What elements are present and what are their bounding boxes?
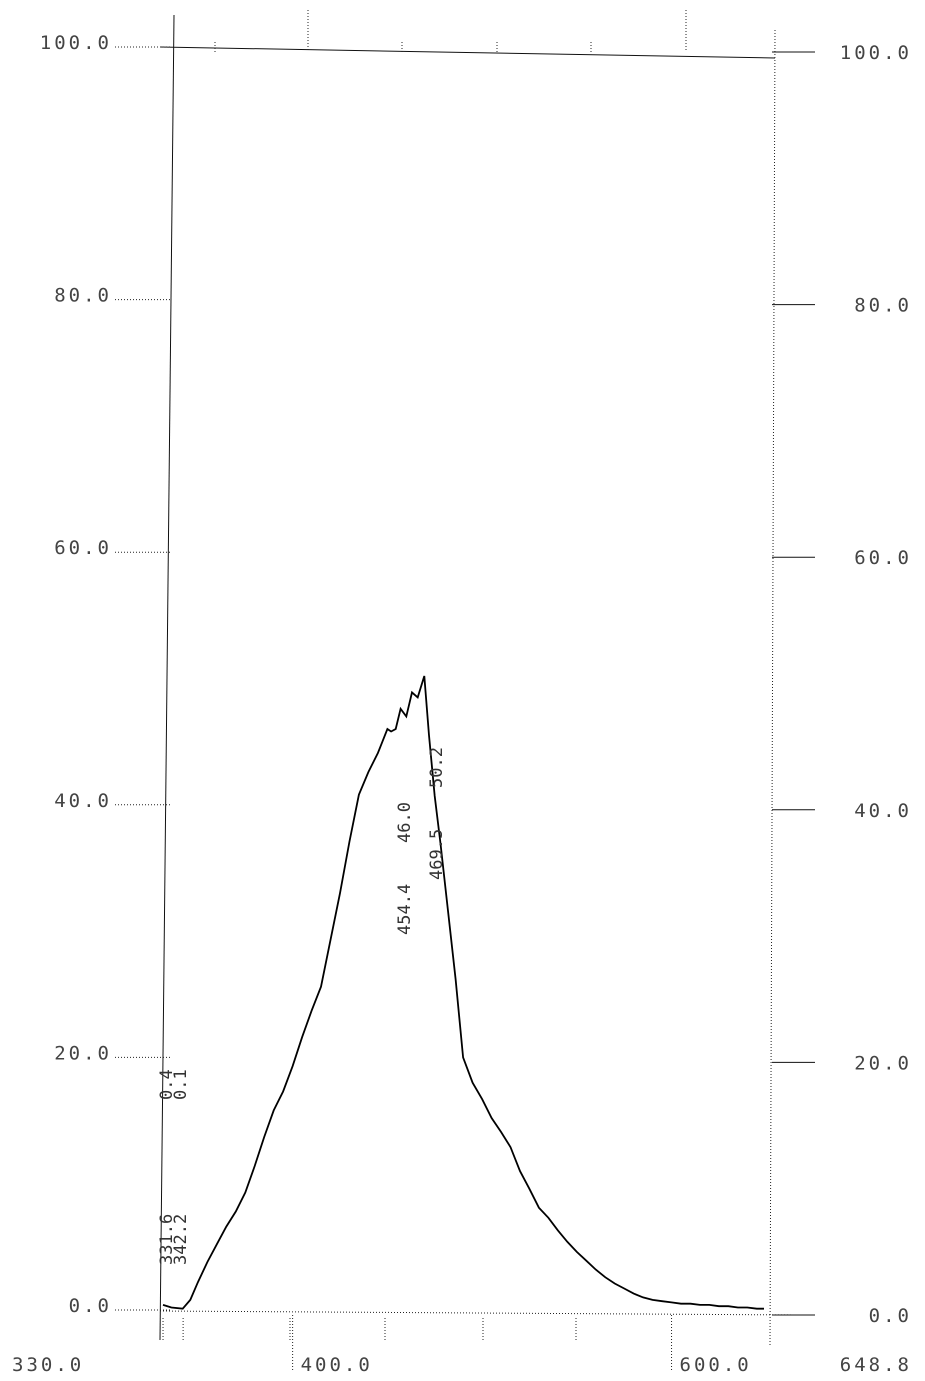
- spectrum-series-line: [162, 675, 764, 1310]
- left-y-tick-label-3: 60.0: [54, 537, 112, 559]
- peak-y-label-2: 46.0: [395, 802, 415, 843]
- peak-annotations: 331.6 0.4 342.2 0.1 454.4 46.0 469.5 50.2: [157, 747, 447, 1265]
- peak-y-label-1: 0.1: [171, 1069, 191, 1100]
- right-y-tick-label-3: 60.0: [854, 547, 912, 569]
- x-tick-label-1: 400.0: [301, 1354, 373, 1376]
- left-y-axis: 0.0 20.0 40.0 60.0 80.0 100.0: [40, 32, 170, 1317]
- right-y-tick-label-1: 20.0: [854, 1052, 912, 1074]
- right-y-tick-label-5: 100.0: [840, 42, 912, 64]
- right-y-tick-label-4: 80.0: [854, 295, 912, 317]
- peak-annotation-2: 454.4 46.0: [395, 802, 415, 935]
- left-y-tick-label-2: 40.0: [54, 790, 112, 812]
- x-tick-label-0: 330.0: [12, 1354, 84, 1376]
- left-axis-line: [159, 14, 175, 1341]
- plot-frame: [159, 14, 801, 1346]
- top-axis-line: [159, 46, 776, 59]
- right-y-tick-label-0: 0.0: [869, 1305, 912, 1327]
- left-y-tick-label-4: 80.0: [54, 285, 112, 307]
- x-tick-label-2: 600.0: [680, 1354, 752, 1376]
- peak-y-label-3: 50.2: [427, 747, 447, 788]
- peak-annotation-3: 469.5 50.2: [427, 747, 447, 880]
- right-y-tick-label-2: 40.0: [854, 800, 912, 822]
- peak-annotation-1: 342.2 0.1: [171, 1069, 191, 1265]
- peak-x-label-3: 469.5: [427, 829, 447, 880]
- left-y-tick-label-0: 0.0: [69, 1295, 112, 1317]
- left-y-tick-label-1: 20.0: [54, 1042, 112, 1064]
- top-axis-ticks: [214, 10, 687, 52]
- peak-x-label-2: 454.4: [395, 884, 415, 935]
- peak-x-label-0: 331.6: [157, 1214, 177, 1265]
- peak-annotation-0: 331.6 0.4: [157, 1069, 177, 1265]
- x-axis: 330.0 400.0 600.0 648.8: [12, 1315, 912, 1376]
- left-y-tick-label-5: 100.0: [40, 32, 112, 54]
- peak-y-label-0: 0.4: [157, 1069, 177, 1100]
- right-y-axis: 0.0 20.0 40.0 60.0 80.0 100.0: [772, 42, 912, 1327]
- right-axis-line: [769, 29, 776, 1346]
- x-tick-label-3: 648.8: [840, 1354, 912, 1376]
- bottom-axis-line: [159, 1310, 801, 1316]
- peak-x-label-1: 342.2: [171, 1214, 191, 1265]
